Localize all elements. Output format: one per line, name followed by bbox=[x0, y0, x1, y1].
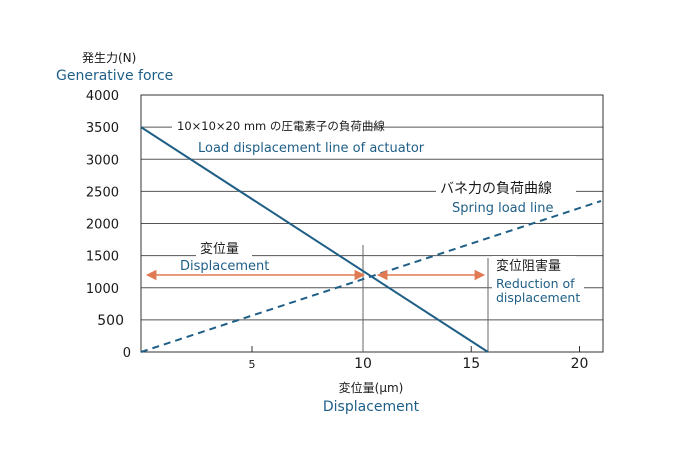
reduction-label-jp: 変位阻害量 bbox=[496, 258, 561, 274]
series-label-actuator-jp: 10×10×20 mm の圧電素子の負荷曲線 bbox=[177, 119, 385, 133]
y-tick-label-5: 2500 bbox=[86, 185, 119, 200]
x-tick-label-1: 10 bbox=[354, 356, 372, 372]
y-tick-label-2: 1000 bbox=[86, 282, 119, 297]
y-tick-label-6: 3000 bbox=[86, 153, 119, 168]
x-tick-labels: 5 10 15 20 bbox=[249, 346, 589, 372]
y-tick-label-3: 1500 bbox=[86, 250, 119, 265]
y-tick-label-7: 3500 bbox=[86, 121, 119, 136]
series-line-spring bbox=[140, 200, 602, 353]
x-axis-title-jp: 変位量(μm) bbox=[339, 380, 404, 395]
x-axis-title-en: Displacement bbox=[323, 399, 420, 415]
series-label-spring-en: Spring load line bbox=[452, 201, 553, 216]
y-tick-label-4: 2000 bbox=[86, 218, 119, 233]
marker-lines bbox=[362, 245, 489, 352]
y-tick-label-8: 4000 bbox=[86, 89, 119, 104]
y-tick-label-1: 500 bbox=[97, 313, 124, 329]
displacement-label-jp: 変位量 bbox=[200, 241, 239, 257]
x-tick-label-0: 5 bbox=[249, 358, 256, 371]
series-line-actuator bbox=[140, 126, 489, 353]
displacement-label-en: Displacement bbox=[180, 259, 269, 274]
x-tick-label-3: 20 bbox=[571, 356, 589, 372]
y-axis-title-jp: 発生力(N) bbox=[82, 51, 136, 65]
reduction-label-en-2: displacement bbox=[496, 290, 580, 305]
y-axis-title-en: Generative force bbox=[56, 68, 173, 84]
plot-frame bbox=[140, 94, 604, 353]
reduction-label-en-1: Reduction of bbox=[496, 276, 575, 291]
series-label-actuator-en: Load displacement line of actuator bbox=[198, 141, 425, 156]
x-tick-label-2: 15 bbox=[462, 356, 480, 372]
series-label-spring-jp: バネ力の負荷曲線 bbox=[440, 181, 552, 197]
y-tick-label-0: 0 bbox=[123, 346, 131, 361]
y-tick-labels: 0 500 1000 1500 2000 2500 3000 3500 4000 bbox=[86, 89, 131, 361]
